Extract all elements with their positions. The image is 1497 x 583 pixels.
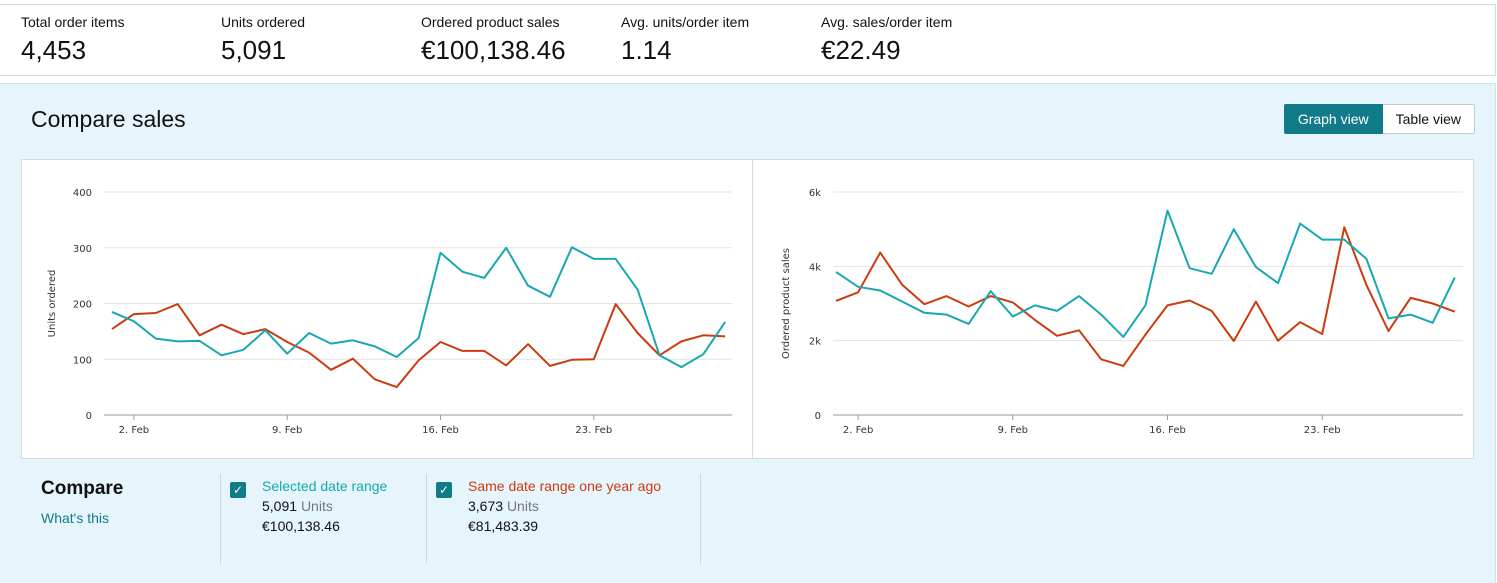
metrics-bar: Total order items 4,453 Units ordered 5,… (0, 4, 1496, 76)
y-tick-label: 200 (73, 300, 92, 311)
legend-units-word: Units (506, 498, 539, 514)
legend-item-selected: ✓ Selected date range 5,091 Units €100,1… (220, 474, 426, 564)
metric-value: €22.49 (821, 35, 901, 65)
graph-view-button[interactable]: Graph view (1283, 104, 1383, 134)
metric-label: Avg. units/order item (621, 14, 750, 30)
x-tick-label: 9. Feb (998, 425, 1028, 436)
legend-units-value: 3,673 (468, 498, 504, 514)
y-axis-label: Units ordered (47, 270, 58, 338)
legend-sales: €81,483.39 (468, 518, 539, 534)
compare-legend: Compare What's this ✓ Selected date rang… (21, 474, 1021, 566)
x-tick-label: 23. Feb (575, 425, 612, 436)
metric-value: 1.14 (621, 35, 672, 65)
legend-series-info: Selected date range 5,091 Units €100,138… (262, 476, 387, 536)
y-tick-label: 100 (73, 355, 92, 366)
legend-sales: €100,138.46 (262, 518, 340, 534)
legend-divider (700, 474, 701, 564)
units-ordered-chart: 0 100 200 300 400 2. Feb 9. Feb 16. Feb 23. Feb U… (47, 188, 732, 436)
checkmark-icon: ✓ (232, 483, 244, 497)
y-tick-label: 6k (809, 188, 821, 199)
y-axis-label: Ordered product sales (781, 248, 792, 359)
legend-item-previous: ✓ Same date range one year ago 3,673 Uni… (426, 474, 700, 564)
selected-range-checkbox[interactable]: ✓ (230, 482, 246, 498)
ordered-product-sales-chart: 0 2k 4k 6k 2. Feb 9. Feb 16. Feb 23. Feb Ordered… (781, 188, 1463, 436)
metric-value: €100,138.46 (421, 35, 566, 65)
metric-label: Ordered product sales (421, 14, 560, 30)
x-tick-label: 16. Feb (422, 425, 459, 436)
x-tick-label: 16. Feb (1149, 425, 1186, 436)
legend-units-word: Units (300, 498, 333, 514)
metric-ordered-product-sales: Ordered product sales €100,138.46 (421, 14, 566, 66)
metric-avg-sales-per-order-item: Avg. sales/order item €22.49 (821, 14, 952, 66)
y-tick-label: 300 (73, 244, 92, 255)
metric-avg-units-per-order-item: Avg. units/order item 1.14 (621, 14, 749, 66)
legend-series-name: Selected date range (262, 478, 388, 494)
series-line-selected (835, 209, 1456, 338)
panel-title: Compare sales (31, 106, 186, 132)
compare-sales-panel: Compare sales Graph view Table view 0 100… (0, 83, 1496, 583)
metric-label: Total order items (21, 14, 125, 30)
charts-container: 0 100 200 300 400 2. Feb 9. Feb 16. Feb 23. Feb U… (21, 159, 1474, 459)
checkmark-icon: ✓ (438, 483, 450, 497)
chart-divider (752, 160, 753, 458)
whats-this-link[interactable]: What's this (41, 510, 110, 526)
legend-series-info: Same date range one year ago 3,673 Units… (468, 476, 673, 536)
legend-units-value: 5,091 (262, 498, 298, 514)
y-tick-label: 0 (86, 411, 92, 422)
table-view-button[interactable]: Table view (1382, 104, 1475, 134)
metric-value: 5,091 (221, 35, 287, 65)
y-tick-label: 4k (809, 262, 821, 273)
metric-label: Units ordered (221, 14, 306, 30)
legend-series-name: Same date range one year ago (468, 478, 662, 494)
series-line-previous (835, 226, 1456, 367)
series-line-selected (111, 246, 727, 369)
y-tick-label: 0 (815, 411, 821, 422)
legend-units: 5,091 Units (262, 496, 387, 516)
legend-title: Compare (41, 478, 124, 499)
metric-value: 4,453 (21, 35, 87, 65)
x-tick-label: 2. Feb (119, 425, 149, 436)
y-tick-label: 400 (73, 188, 92, 199)
metric-total-order-items: Total order items 4,453 (21, 14, 124, 66)
view-toggle: Graph view Table view (1283, 104, 1475, 134)
legend-units: 3,673 Units (468, 496, 673, 516)
x-tick-label: 2. Feb (843, 425, 873, 436)
series-line-previous (111, 303, 726, 389)
x-tick-label: 23. Feb (1304, 425, 1341, 436)
x-tick-label: 9. Feb (272, 425, 302, 436)
previous-range-checkbox[interactable]: ✓ (436, 482, 452, 498)
metric-units-ordered: Units ordered 5,091 (221, 14, 305, 66)
y-tick-label: 2k (809, 337, 821, 348)
metric-label: Avg. sales/order item (821, 14, 953, 30)
